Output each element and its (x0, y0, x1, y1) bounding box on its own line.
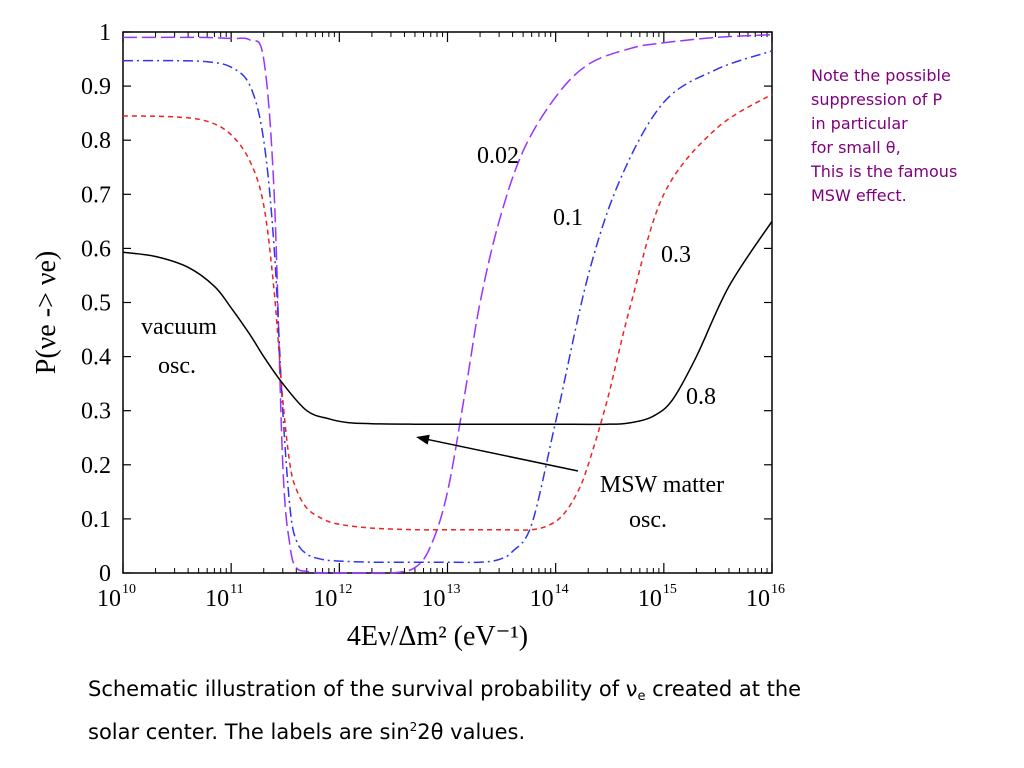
x-axis-label: 4Eν/Δm² (eV⁻¹) (347, 621, 528, 652)
caption-text: 2θ values. (417, 720, 526, 744)
annotation-layer: 0.02 0.1 0.3 0.8 vacuum osc. MSW matter osc. (141, 143, 724, 533)
note-line: suppression of P (811, 90, 943, 109)
caption-line-1: Schematic illustration of the survival p… (88, 674, 988, 712)
vacuum-osc-label: vacuum (141, 314, 217, 340)
series-layer (122, 33, 773, 575)
y-tick-label: 0.2 (81, 453, 111, 479)
x-tick-exponent: 14 (555, 582, 569, 597)
caption-subscript: e (637, 689, 646, 704)
x-tick-label: 10 (97, 586, 121, 612)
x-tick-exponent: 12 (338, 582, 352, 597)
series-label-0-02: 0.02 (477, 143, 519, 169)
note-line: for small θ, (811, 138, 901, 157)
x-tick-label: 10 (746, 586, 770, 612)
msw-osc-label: osc. (629, 507, 667, 533)
caption-superscript: 2 (409, 720, 418, 734)
msw-osc-label: MSW matter (600, 472, 724, 498)
caption-text: created at the (645, 677, 802, 701)
series-label-0-8: 0.8 (686, 384, 716, 410)
series-line-0-1 (122, 50, 773, 564)
x-tick-label: 10 (530, 586, 554, 612)
y-tick-label: 0.7 (81, 182, 111, 208)
x-tick-exponent: 11 (230, 582, 243, 597)
x-tick-label: 10 (313, 586, 337, 612)
x-tick-label: 10 (205, 586, 229, 612)
y-tick-label: 1 (99, 20, 111, 46)
caption-nu-symbol: ν (625, 677, 638, 701)
note-line: This is the famous (811, 162, 958, 181)
series-line-0-3 (122, 93, 773, 531)
y-tick-label: 0.8 (81, 128, 111, 154)
x-tick-exponent: 16 (771, 582, 785, 597)
x-tick-exponent: 13 (447, 582, 461, 597)
y-tick-label: 0.3 (81, 399, 111, 425)
y-tick-label: 0.6 (81, 236, 111, 262)
y-tick-label: 0.4 (81, 345, 111, 371)
series-line-0-8 (122, 220, 773, 426)
series-line-0-02 (122, 33, 773, 575)
series-label-0-1: 0.1 (553, 205, 583, 231)
y-tick-label: 0.1 (81, 507, 111, 533)
y-tick-label: 0 (99, 561, 111, 587)
series-label-0-3: 0.3 (661, 242, 691, 268)
y-tick-label: 0.5 (81, 291, 111, 317)
msw-arrow-head (416, 434, 430, 445)
vacuum-osc-label: osc. (158, 353, 196, 379)
side-note: Note the possible suppression of P in pa… (811, 64, 1011, 208)
caption-line-2: solar center. The labels are sin22θ valu… (88, 712, 988, 747)
figure-caption: Schematic illustration of the survival p… (88, 674, 988, 747)
caption-text: Schematic illustration of the survival p… (88, 677, 626, 701)
y-axis-label: P(νe -> νe) (31, 251, 62, 375)
note-line: Note the possible (811, 66, 951, 85)
x-tick-label: 10 (422, 586, 446, 612)
note-line: in particular (811, 114, 908, 133)
y-tick-label: 0.9 (81, 74, 111, 100)
note-line: MSW effect. (811, 186, 907, 205)
msw-arrow-shaft (423, 437, 579, 472)
x-tick-label: 10 (638, 586, 662, 612)
x-tick-exponent: 15 (663, 582, 677, 597)
x-tick-exponent: 10 (122, 582, 136, 597)
caption-text: solar center. The labels are sin (88, 720, 410, 744)
